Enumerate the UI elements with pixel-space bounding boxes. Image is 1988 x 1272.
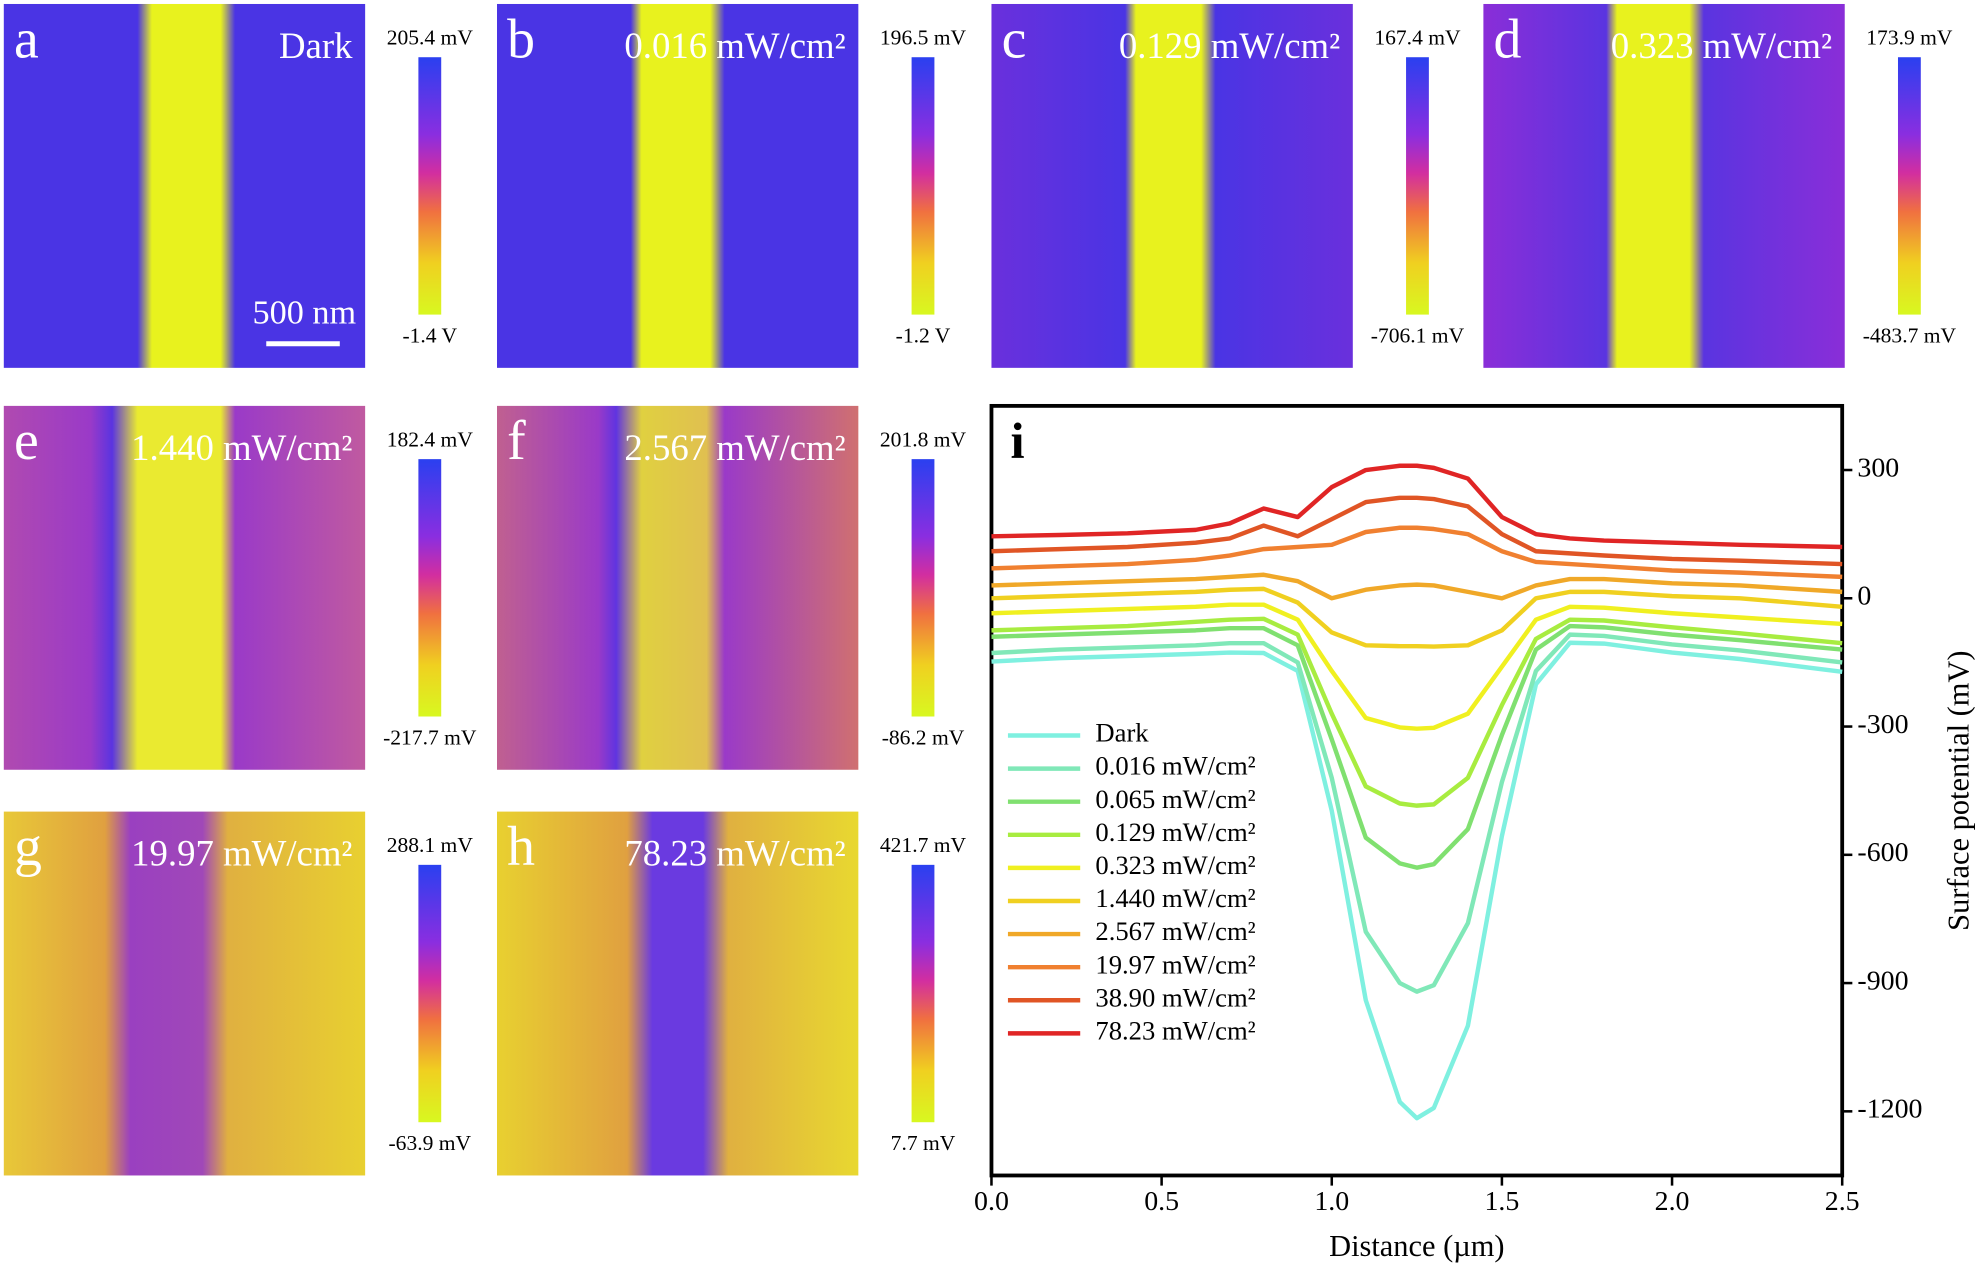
panel-label: e xyxy=(14,410,39,472)
potential-map xyxy=(497,405,859,770)
legend-label: 38.90 mW/cm² xyxy=(1095,982,1255,1012)
legend-label: 0.323 mW/cm² xyxy=(1095,850,1255,880)
panel-title: 19.97 mW/cm² xyxy=(131,833,352,874)
colorbar-max: 288.1 mV xyxy=(387,833,474,857)
series-line xyxy=(991,616,1843,808)
panel-title: 1.440 mW/cm² xyxy=(131,427,352,468)
colorbar xyxy=(418,57,442,315)
colorbar-min: 7.7 mV xyxy=(891,1131,956,1155)
colorbar xyxy=(911,864,935,1123)
panel-label: b xyxy=(507,8,535,70)
colorbar-min: -483.7 mV xyxy=(1863,323,1957,347)
y-tick-label: 0 xyxy=(1857,581,1871,612)
legend-label: 0.065 mW/cm² xyxy=(1095,784,1255,814)
colorbar-min: -1.4 V xyxy=(402,323,457,347)
x-tick-label: 2.5 xyxy=(1825,1186,1860,1217)
plot-frame xyxy=(989,403,1845,1178)
panel-label: a xyxy=(14,8,39,70)
panel-title: Dark xyxy=(279,25,353,66)
legend-label: 78.23 mW/cm² xyxy=(1095,1015,1255,1045)
potential-map xyxy=(3,405,366,770)
potential-map xyxy=(3,811,366,1176)
legend-label: 19.97 mW/cm² xyxy=(1095,949,1255,979)
colorbar-max: 196.5 mV xyxy=(880,25,967,49)
panel-title: 0.129 mW/cm² xyxy=(1119,25,1340,66)
series-line xyxy=(991,495,1843,567)
colorbar xyxy=(1897,57,1921,315)
series-line xyxy=(991,602,1843,731)
y-tick-label: 300 xyxy=(1857,452,1899,483)
colorbar-min: -1.2 V xyxy=(896,323,951,347)
colorbar-max: 421.7 mV xyxy=(880,833,967,857)
panel-title: 0.016 mW/cm² xyxy=(624,25,845,66)
panel-label: g xyxy=(14,816,42,878)
colorbar xyxy=(911,459,935,717)
colorbar xyxy=(911,57,935,315)
potential-map xyxy=(497,3,859,368)
legend-label: 0.016 mW/cm² xyxy=(1095,751,1255,781)
series-line xyxy=(991,623,1843,870)
x-tick-label: 2.0 xyxy=(1655,1186,1690,1217)
series-line xyxy=(991,572,1843,601)
potential-map xyxy=(1483,3,1845,368)
legend-label: 1.440 mW/cm² xyxy=(1095,883,1255,913)
colorbar-min: -706.1 mV xyxy=(1371,323,1465,347)
legend-label: Dark xyxy=(1095,718,1149,748)
colorbar-min: -217.7 mV xyxy=(383,725,477,749)
colorbar-min: -86.2 mV xyxy=(882,725,965,749)
colorbar-max: 167.4 mV xyxy=(1374,25,1461,49)
x-tick-label: 0.0 xyxy=(974,1186,1009,1217)
series-line xyxy=(991,632,1843,994)
colorbar-max: 182.4 mV xyxy=(387,427,474,451)
legend-label: 0.129 mW/cm² xyxy=(1095,817,1255,847)
series-line xyxy=(991,525,1843,580)
y-tick-label: -1200 xyxy=(1857,1094,1922,1125)
colorbar xyxy=(418,459,442,717)
panel-label: d xyxy=(1494,8,1522,70)
colorbar-min: -63.9 mV xyxy=(389,1131,472,1155)
legend-label: 2.567 mW/cm² xyxy=(1095,916,1255,946)
series-line xyxy=(991,586,1843,649)
potential-map xyxy=(497,811,859,1176)
x-tick-label: 1.0 xyxy=(1314,1186,1349,1217)
panel-label: i xyxy=(1010,413,1024,469)
colorbar-max: 201.8 mV xyxy=(880,427,967,451)
y-tick-label: -600 xyxy=(1857,837,1908,868)
panel-title: 2.567 mW/cm² xyxy=(624,427,845,468)
colorbar xyxy=(418,864,442,1123)
y-tick-label: -900 xyxy=(1857,965,1908,996)
y-axis-label: Surface potential (mV) xyxy=(1941,651,1975,931)
panel-title: 78.23 mW/cm² xyxy=(624,833,845,874)
panel-label: f xyxy=(507,410,526,472)
colorbar-max: 205.4 mV xyxy=(387,25,474,49)
x-axis-label: Distance (µm) xyxy=(1329,1229,1504,1263)
x-tick-label: 1.5 xyxy=(1484,1186,1519,1217)
y-tick-label: -300 xyxy=(1857,709,1908,740)
series-line xyxy=(991,640,1843,1121)
panel-label: h xyxy=(507,816,535,878)
colorbar-max: 173.9 mV xyxy=(1866,25,1953,49)
panel-label: c xyxy=(1002,8,1027,70)
scale-bar-label: 500 nm xyxy=(252,294,356,332)
colorbar xyxy=(1406,57,1429,315)
potential-map xyxy=(991,3,1353,368)
potential-map xyxy=(3,3,366,368)
series-line xyxy=(991,463,1843,550)
x-tick-label: 0.5 xyxy=(1144,1186,1179,1217)
panel-title: 0.323 mW/cm² xyxy=(1611,25,1832,66)
